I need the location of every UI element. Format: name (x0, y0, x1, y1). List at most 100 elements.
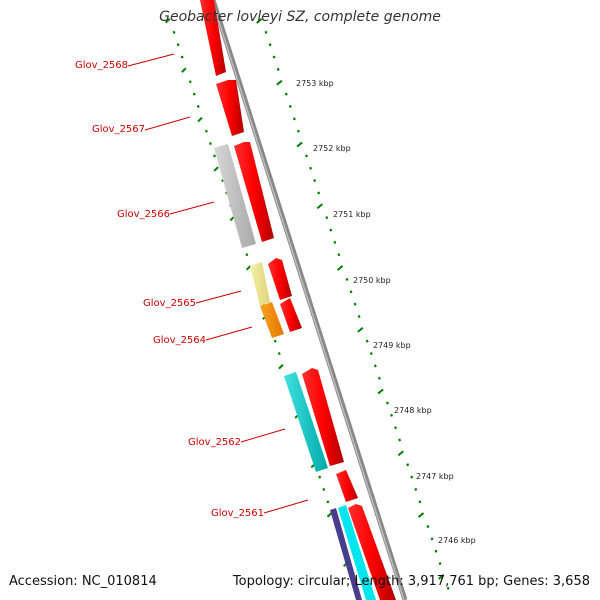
minor-tick (313, 179, 317, 183)
minor-tick (394, 426, 397, 430)
minor-tick (373, 364, 377, 368)
minor-tick (264, 30, 268, 34)
minor-tick (438, 562, 442, 566)
scale-label: 2749 kbp (373, 341, 411, 350)
minor-tick (277, 352, 281, 356)
minor-tick (325, 216, 329, 220)
minor-tick (369, 352, 373, 356)
minor-tick (205, 129, 208, 133)
gene-box[interactable] (250, 262, 270, 306)
gene-label[interactable]: Glov_2568 (75, 60, 128, 71)
gene-arrow[interactable] (268, 258, 292, 300)
minor-tick (284, 92, 288, 96)
major-tick (181, 67, 187, 73)
scale-label: 2752 kbp (313, 144, 351, 153)
major-tick (278, 364, 284, 370)
major-tick (438, 574, 445, 580)
map-title: Geobacter lovleyi SZ, complete genome (159, 9, 441, 25)
major-tick (326, 512, 333, 518)
minor-tick (288, 104, 292, 108)
major-tick (296, 141, 303, 148)
major-tick (377, 388, 384, 395)
minor-tick (273, 339, 277, 343)
major-tick (336, 265, 344, 271)
minor-tick (365, 339, 369, 343)
minor-tick (426, 525, 430, 528)
minor-tick (172, 30, 176, 34)
gene-features (200, 0, 396, 600)
minor-tick (357, 315, 361, 318)
gene-arrow[interactable] (336, 470, 358, 502)
minor-tick (337, 253, 341, 257)
minor-tick (292, 117, 296, 121)
genome-backbone (210, 0, 408, 600)
gene-label[interactable]: Glov_2564 (153, 335, 206, 346)
gene-box[interactable] (338, 505, 376, 600)
minor-tick (272, 55, 276, 59)
minor-tick (305, 154, 308, 158)
minor-tick (209, 142, 212, 146)
gene-arrow[interactable] (200, 0, 226, 76)
minor-tick (333, 240, 337, 244)
minor-tick (276, 67, 280, 71)
scale-label: 2748 kbp (394, 406, 432, 415)
outer-scale-track (256, 18, 450, 590)
gene-arrow[interactable] (302, 368, 344, 466)
minor-tick (430, 537, 434, 541)
scale-label: 2747 kbp (416, 472, 454, 481)
minor-tick (322, 487, 326, 491)
scale-labels: 2753 kbp 2752 kbp 2751 kbp 2750 kbp 2749… (296, 79, 476, 545)
gene-box[interactable] (284, 372, 328, 472)
minor-tick (268, 43, 272, 47)
minor-tick (353, 302, 357, 306)
minor-tick (213, 154, 216, 158)
scale-label: 2750 kbp (353, 276, 391, 285)
gene-label[interactable]: Glov_2565 (143, 298, 196, 309)
minor-tick (245, 253, 249, 257)
gene-label[interactable]: Glov_2562 (188, 437, 241, 448)
major-tick (397, 450, 404, 457)
minor-tick (418, 500, 422, 504)
gene-arrow[interactable] (280, 298, 302, 332)
minor-tick (309, 166, 312, 170)
minor-tick (329, 228, 333, 232)
major-tick (164, 18, 171, 24)
gene-box[interactable] (214, 144, 256, 248)
minor-tick (188, 80, 192, 84)
minor-tick (221, 179, 225, 183)
minor-tick (317, 191, 321, 195)
minor-tick (377, 376, 381, 380)
gene-label-lines (127, 53, 309, 514)
gene-label[interactable]: Glov_2567 (92, 124, 145, 135)
major-tick (417, 512, 425, 518)
minor-tick (414, 487, 418, 491)
scale-label: 2753 kbp (296, 79, 334, 88)
minor-tick (410, 475, 414, 479)
major-tick (213, 166, 219, 172)
gene-box[interactable] (330, 508, 362, 600)
minor-tick (180, 55, 184, 59)
gene-labels: Glov_2568 Glov_2567 Glov_2566 Glov_2565 … (75, 60, 264, 519)
scale-label: 2751 kbp (333, 210, 371, 219)
gene-label[interactable]: Glov_2566 (117, 209, 170, 220)
major-tick (197, 116, 203, 123)
gene-arrow[interactable] (234, 142, 274, 242)
minor-tick (326, 500, 330, 504)
minor-tick (192, 92, 196, 96)
minor-tick (349, 290, 353, 294)
gene-arrow[interactable] (348, 504, 396, 600)
major-tick (256, 18, 263, 24)
minor-tick (446, 586, 450, 590)
minor-tick (386, 401, 389, 405)
gene-arrow[interactable] (216, 80, 244, 136)
gene-box[interactable] (260, 302, 284, 338)
major-tick (245, 265, 252, 271)
major-tick (276, 79, 283, 86)
minor-tick (390, 413, 393, 417)
gene-label[interactable]: Glov_2561 (211, 508, 264, 519)
major-tick (357, 326, 364, 333)
minor-tick (434, 549, 438, 553)
minor-tick (398, 438, 402, 442)
